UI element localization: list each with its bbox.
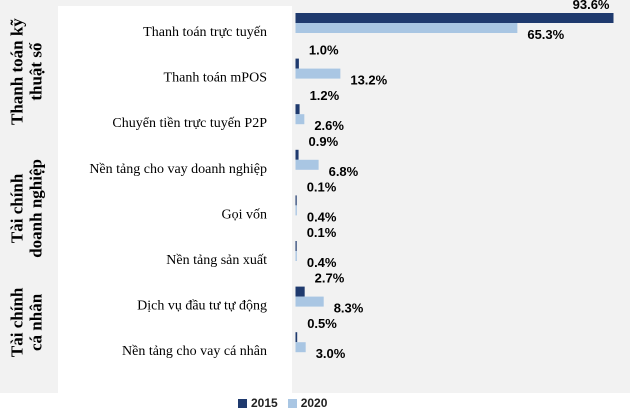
group-label-tai-chinh-doanh-nghiep-line-2: doanh nghiệp bbox=[27, 159, 46, 258]
value-label-2020-goi-von: 0.4% bbox=[307, 209, 337, 224]
value-label-2020-nen-tang-cho-vay-ca-nhan: 3.0% bbox=[316, 346, 346, 361]
bar-2020-thanh-toan-truc-tuyen bbox=[295, 23, 518, 33]
value-label-2015-nen-tang-san-xuat: 0.1% bbox=[307, 225, 337, 240]
group-label-thanh-toan-ky-thuat-so-line-1: Thanh toán kỹ bbox=[8, 18, 27, 125]
bar-2015-thanh-toan-mpos bbox=[295, 58, 299, 69]
legend-item-2015: 2015 bbox=[238, 396, 278, 410]
bar-2015-thanh-toan-truc-tuyen bbox=[295, 13, 614, 23]
value-label-2015-nen-tang-cho-vay-ca-nhan: 0.5% bbox=[307, 316, 337, 331]
category-label-dich-vu-dau-tu-tu-dong: Dịch vụ đầu tư tự động bbox=[137, 299, 267, 314]
value-label-2020-chuyen-tien-truc-tuyen-p2p: 2.6% bbox=[314, 118, 344, 133]
value-label-2015-goi-von: 0.1% bbox=[307, 179, 337, 194]
bar-2015-nen-tang-san-xuat bbox=[295, 241, 297, 251]
legend-label-2020: 2020 bbox=[300, 396, 328, 410]
category-label-panel bbox=[58, 6, 292, 393]
bar-2020-nen-tang-cho-vay-doanh-nghiep bbox=[295, 159, 319, 170]
bar-2015-chuyen-tien-truc-tuyen-p2p bbox=[295, 104, 300, 115]
category-label-chuyen-tien-truc-tuyen-p2p: Chuyển tiền trực tuyến P2P bbox=[112, 116, 267, 131]
legend-swatch-2020 bbox=[287, 398, 297, 408]
value-label-2020-thanh-toan-truc-tuyen: 65.3% bbox=[527, 27, 564, 42]
legend: 2015 2020 bbox=[238, 395, 327, 411]
bar-2020-nen-tang-san-xuat bbox=[295, 251, 297, 261]
value-label-2015-thanh-toan-truc-tuyen: 93.6% bbox=[573, 0, 610, 12]
group-label-tai-chinh-doanh-nghiep-line-1: Tài chính bbox=[8, 173, 27, 243]
value-label-2020-thanh-toan-mpos: 13.2% bbox=[350, 73, 387, 88]
bar-2015-goi-von bbox=[295, 195, 297, 206]
category-label-thanh-toan-truc-tuyen: Thanh toán trực tuyến bbox=[143, 25, 267, 40]
group-label-tai-chinh-ca-nhan-line-2: cá nhân bbox=[27, 293, 46, 351]
bar-2020-nen-tang-cho-vay-ca-nhan bbox=[295, 342, 306, 353]
value-label-2020-nen-tang-cho-vay-doanh-nghiep: 6.8% bbox=[329, 164, 359, 179]
bar-2020-goi-von bbox=[295, 205, 297, 216]
bar-2015-nen-tang-cho-vay-doanh-nghiep bbox=[295, 149, 299, 160]
bar-2020-dich-vu-dau-tu-tu-dong bbox=[295, 296, 324, 307]
group-label-thanh-toan-ky-thuat-so-line-2: thuật số bbox=[27, 42, 46, 101]
category-label-nen-tang-cho-vay-ca-nhan: Nền tảng cho vay cá nhân bbox=[122, 344, 267, 359]
legend-item-2020: 2020 bbox=[287, 396, 328, 410]
category-label-nen-tang-san-xuat: Nền tảng sản xuất bbox=[166, 253, 267, 268]
category-label-goi-von: Gọi vốn bbox=[222, 207, 268, 222]
value-label-2015-nen-tang-cho-vay-doanh-nghiep: 0.9% bbox=[309, 134, 339, 149]
bar-2015-nen-tang-cho-vay-ca-nhan bbox=[295, 332, 298, 343]
value-label-2015-thanh-toan-mpos: 1.0% bbox=[309, 43, 339, 58]
bar-2015-dich-vu-dau-tu-tu-dong bbox=[295, 286, 305, 297]
bar-2020-thanh-toan-mpos bbox=[295, 68, 341, 79]
value-label-2020-nen-tang-san-xuat: 0.4% bbox=[307, 255, 337, 270]
value-label-2020-dich-vu-dau-tu-tu-dong: 8.3% bbox=[334, 301, 364, 316]
category-label-thanh-toan-mpos: Thanh toán mPOS bbox=[164, 71, 267, 86]
category-label-nen-tang-cho-vay-doanh-nghiep: Nền tảng cho vay doanh nghiệp bbox=[89, 162, 267, 177]
legend-label-2015: 2015 bbox=[251, 396, 278, 410]
legend-swatch-2015 bbox=[238, 398, 247, 408]
value-label-2015-dich-vu-dau-tu-tu-dong: 2.7% bbox=[315, 271, 345, 286]
group-label-tai-chinh-ca-nhan-line-1: Tài chính bbox=[8, 287, 27, 357]
bar-2020-chuyen-tien-truc-tuyen-p2p bbox=[295, 114, 305, 125]
value-label-2015-chuyen-tien-truc-tuyen-p2p: 1.2% bbox=[310, 88, 340, 103]
